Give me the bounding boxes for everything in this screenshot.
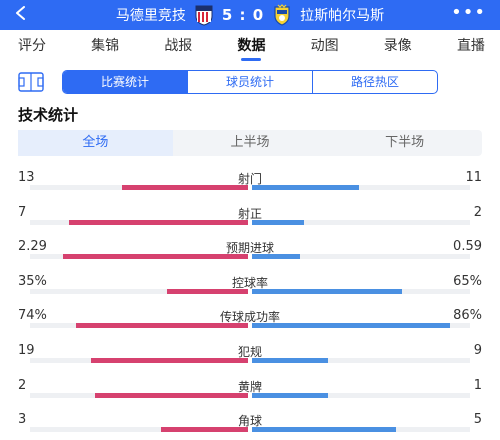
tab-highlights[interactable]: 集锦 — [91, 38, 120, 54]
back-arrow-icon[interactable] — [14, 6, 28, 20]
period-first-half[interactable]: 上半场 — [230, 135, 270, 150]
home-team-name[interactable]: 马德里竞技 — [115, 8, 186, 24]
stat-row-possession: 35% 控球率 65% — [0, 270, 500, 305]
stat-name: 控球率 — [231, 275, 268, 290]
stat-name: 射门 — [237, 172, 262, 186]
stat-away-value: 11 — [465, 170, 482, 185]
stat-row-fouls: 19 犯规 9 — [0, 339, 500, 374]
home-bar — [167, 288, 248, 294]
las-palmas-crest-icon[interactable] — [272, 4, 292, 26]
stat-home-value: 7 — [18, 204, 27, 220]
stat-away-value: 9 — [473, 342, 482, 358]
home-bar-track — [30, 392, 248, 398]
stats-list: 13 射门 11 7 射正 2 2.29 预期进球 0.59 35% 控球率 6… — [0, 166, 500, 440]
stat-home-value: 13 — [18, 170, 35, 185]
section-title: 技术统计 — [18, 106, 79, 124]
tab-report[interactable]: 战报 — [164, 38, 193, 54]
stat-row-shots-on-target: 7 射正 2 — [0, 201, 500, 236]
tab-player-stats[interactable]: 球员统计 — [187, 71, 312, 93]
home-bar — [75, 323, 248, 329]
stat-home-value: 74% — [18, 308, 47, 324]
stat-name: 犯规 — [237, 344, 262, 359]
stat-away-value: 0.59 — [453, 239, 482, 255]
away-team-name[interactable]: 拉斯帕尔马斯 — [300, 8, 385, 24]
away-bar — [252, 219, 305, 225]
away-bar — [252, 254, 300, 260]
tab-live[interactable]: 直播 — [456, 38, 485, 54]
stat-away-value: 65% — [453, 273, 482, 289]
away-bar-track — [252, 288, 470, 294]
home-bar-track — [30, 288, 248, 294]
home-bar-track — [30, 427, 248, 433]
stat-name: 射正 — [237, 206, 262, 221]
tab-gifs[interactable]: 动图 — [310, 38, 339, 54]
stat-row-pass-accuracy: 74% 传球成功率 86% — [0, 304, 500, 339]
away-bar — [252, 288, 403, 294]
stat-away-value: 1 — [473, 377, 482, 393]
home-bar-track — [30, 185, 248, 190]
stat-category-tabs: 比赛统计 球员统计 路径热区 — [62, 70, 438, 94]
away-bar-track — [252, 185, 470, 190]
home-bar — [62, 254, 248, 260]
away-bar — [252, 392, 329, 398]
stat-row-expected-goals: 2.29 预期进球 0.59 — [0, 235, 500, 270]
tab-data[interactable]: 数据 — [237, 30, 265, 62]
home-bar-track — [30, 219, 248, 225]
stat-home-value: 19 — [18, 342, 35, 358]
stat-home-value: 2 — [18, 377, 27, 393]
home-bar — [160, 427, 248, 433]
tab-rating[interactable]: 评分 — [18, 38, 46, 54]
stat-home-value: 35% — [18, 273, 47, 289]
away-bar-track — [252, 219, 470, 225]
home-bar-track — [30, 357, 248, 363]
match-nav-tabs: 评分 集锦 战报 数据 动图 录像 直播 — [0, 30, 500, 62]
atletico-madrid-crest-icon[interactable] — [194, 4, 214, 26]
stat-away-value: 86% — [453, 308, 482, 324]
tab-replay[interactable]: 录像 — [383, 38, 412, 54]
away-bar-track — [252, 392, 470, 398]
stat-name: 传球成功率 — [219, 310, 280, 325]
stat-away-value: 2 — [473, 204, 482, 220]
home-bar — [91, 357, 248, 363]
away-bar-track — [252, 427, 470, 433]
home-bar — [121, 185, 248, 190]
away-bar-track — [252, 357, 470, 363]
stat-away-value: 5 — [473, 412, 482, 428]
away-bar — [252, 323, 451, 329]
stat-name: 黄牌 — [237, 379, 262, 394]
stat-name: 角球 — [237, 414, 262, 429]
stats-field-icon[interactable] — [18, 72, 44, 92]
stat-row-corners: 3 角球 5 — [0, 408, 500, 440]
away-bar — [252, 185, 359, 190]
stat-home-value: 2.29 — [18, 239, 47, 255]
home-bar-track — [30, 254, 248, 260]
away-bar — [252, 427, 396, 433]
away-bar-track — [252, 323, 470, 329]
more-dots-icon[interactable]: ••• — [451, 2, 486, 23]
match-header: 马德里竞技 5 : 0 拉斯帕尔马斯 — [0, 0, 500, 30]
tab-heatmap[interactable]: 路径热区 — [312, 71, 437, 93]
home-bar — [95, 392, 248, 398]
stat-row-yellow-cards: 2 黄牌 1 — [0, 374, 500, 409]
top-bar: 马德里竞技 5 : 0 拉斯帕尔马斯 ••• — [0, 0, 500, 30]
match-score: 5 : 0 — [221, 6, 265, 24]
stat-name: 预期进球 — [225, 241, 274, 256]
home-bar — [69, 219, 248, 225]
away-bar — [252, 357, 329, 363]
period-second-half[interactable]: 下半场 — [385, 135, 425, 150]
away-bar-track — [252, 254, 470, 260]
period-full-match[interactable]: 全场 — [18, 130, 173, 156]
home-bar-track — [30, 323, 248, 329]
stat-row-shots: 13 射门 11 — [0, 166, 500, 201]
stat-home-value: 3 — [18, 412, 27, 428]
period-tabs: 全场 上半场 下半场 — [18, 130, 482, 156]
tab-match-stats[interactable]: 比赛统计 — [63, 71, 187, 93]
